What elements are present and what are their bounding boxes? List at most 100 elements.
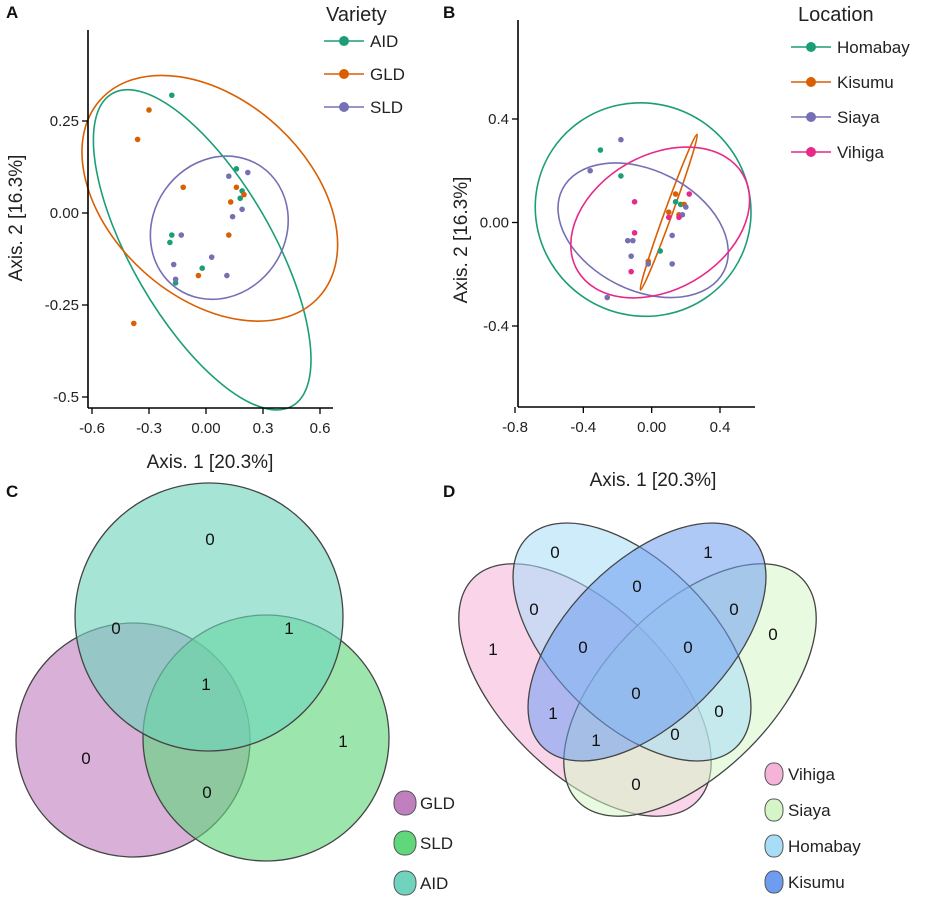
panel-a-ytick-label-3: -0.5: [53, 389, 79, 406]
panel-b-xtick-label-2: 0.00: [637, 419, 666, 436]
venn-c-count-sld: 1: [338, 732, 347, 751]
panel-b-point-siaya-6: [669, 232, 675, 239]
panel-b-point-siaya-3: [628, 253, 634, 259]
panel-b-ellipse-siaya: [557, 162, 730, 299]
panel-a-point-gld-4: [131, 320, 137, 327]
panel-b-point-siaya-9: [683, 204, 689, 210]
panel-b-point-homabay-0: [597, 147, 604, 153]
panel-a-label: A: [6, 3, 18, 22]
panel-a-legend-dot-sld: [339, 102, 349, 112]
panel-b-x-title: Axis. 1 [20.3%]: [590, 470, 717, 491]
panel-a-point-aid-6: [237, 195, 243, 202]
panel-b-point-vihiga-2: [628, 268, 634, 275]
panel-a-point-gld-8: [227, 199, 234, 205]
venn-d-count-siaya-homabay-kisumu: 0: [683, 638, 692, 657]
panel-a-ytick-label-0: 0.25: [50, 113, 79, 130]
panel-b-legend-label-homabay: Homabay: [837, 38, 910, 57]
panel-a-x-title: Axis. 1 [20.3%]: [147, 452, 274, 473]
panel-b-point-vihiga-3: [665, 214, 672, 221]
venn-d-legend-label-siaya: Siaya: [788, 801, 831, 820]
panel-b-point-kisumu-2: [672, 191, 679, 197]
panel-a-point-aid-4: [199, 265, 205, 272]
panel-a-point-gld-2: [180, 184, 186, 191]
venn-c-circle-aid: [74, 482, 344, 752]
panel-a-legend-label-sld: SLD: [370, 98, 403, 117]
panel-d-label: D: [443, 482, 455, 501]
venn-d-legend-swatch-kisumu: [764, 870, 784, 894]
panel-b-ellipse-homabay: [534, 102, 752, 318]
venn-d-count-vihiga-siaya-kisumu: 1: [591, 731, 600, 750]
panel-a-point-sld-3: [208, 254, 215, 260]
venn-d-count-homabay-kisumu: 0: [632, 577, 641, 596]
panel-a-xtick-label-4: 0.6: [310, 420, 331, 437]
panel-a-legend-dot-aid: [339, 36, 349, 46]
panel-b-scatter: B -0.8 -0.4 0.00 0.4 0.4 0.00 -0.4 Axis. 1 [20…: [443, 3, 910, 491]
venn-d-ellipse-kisumu: [527, 522, 767, 762]
panel-b-point-vihiga-5: [686, 191, 693, 197]
venn-d-count-vihiga-homabay: 0: [529, 600, 538, 619]
panel-c-venn: C 0 0 1 1 0 1 0 GLD SLD AID: [6, 482, 455, 896]
panel-a-point-sld-7: [239, 206, 245, 213]
venn-c-count-aid-sld: 1: [284, 619, 293, 638]
panel-a-point-sld-5: [226, 173, 232, 179]
panel-b-ellipse-kisumu: [639, 133, 699, 291]
panel-a-legend-dot-gld: [339, 69, 349, 79]
panel-b-point-siaya-10: [604, 294, 611, 301]
panel-a-point-sld-0: [170, 261, 177, 268]
panel-a-ytick-label-1: 0.00: [50, 205, 79, 222]
panel-b-legend-label-vihiga: Vihiga: [837, 143, 884, 162]
panel-b-ytick-label-1: 0.00: [480, 215, 509, 232]
panel-b-point-kisumu-1: [665, 209, 672, 215]
venn-d-count-vihiga: 1: [488, 640, 497, 659]
panel-a-point-gld-1: [134, 136, 141, 143]
panel-b-point-homabay-1: [618, 173, 624, 179]
panel-d-venn: D 0 1 0 0 0 1 0 0 0 0 1 0 1 0 0 Vihiga Siaya Homabay Kisu…: [443, 482, 861, 894]
venn-c-legend-label-gld: GLD: [420, 794, 455, 813]
panel-b-point-siaya-2: [624, 237, 631, 244]
venn-d-count-homabay: 0: [550, 543, 559, 562]
panel-b-point-siaya-1: [618, 136, 624, 143]
panel-b-legend-dot-kisumu: [806, 77, 816, 87]
panel-b-ytick-label-0: 0.4: [488, 111, 509, 128]
panel-b-legend-label-siaya: Siaya: [837, 108, 880, 127]
venn-c-count-gld-sld: 0: [202, 783, 211, 802]
panel-a-point-aid-0: [169, 92, 175, 99]
panel-a-ellipse-gld: [81, 74, 339, 322]
panel-b-xtick-label-3: 0.4: [710, 419, 731, 436]
venn-c-count-aid-gld-sld: 1: [201, 675, 210, 694]
venn-d-count-vihiga-siaya: 0: [631, 775, 640, 794]
venn-d-legend-label-kisumu: Kisumu: [788, 873, 845, 892]
panel-b-xtick-label-1: -0.4: [570, 419, 596, 436]
panel-b-point-siaya-7: [669, 261, 675, 267]
panel-a-xtick-label-2: 0.00: [191, 420, 220, 437]
venn-d-count-siaya: 0: [768, 625, 777, 644]
panel-a-legend-label-aid: AID: [370, 32, 398, 51]
venn-d-count-vihiga-kisumu: 1: [548, 704, 557, 723]
venn-d-count-vihiga-siaya-homabay: 0: [670, 725, 679, 744]
panel-a-point-gld-7: [241, 191, 247, 198]
panel-a-point-aid-1: [169, 232, 175, 238]
panel-a-point-gld-6: [233, 184, 240, 191]
venn-c-count-aid-gld: 0: [111, 619, 120, 638]
panel-b-ellipse-vihiga: [569, 146, 751, 299]
panel-b-xtick-label-0: -0.8: [502, 419, 528, 436]
panel-a-point-gld-5: [226, 232, 232, 238]
venn-d-legend-label-vihiga: Vihiga: [788, 765, 835, 784]
panel-a-point-sld-8: [245, 169, 251, 176]
panel-b-legend-title: Location: [798, 4, 874, 26]
panel-b-legend-label-kisumu: Kisumu: [837, 73, 894, 92]
panel-b-point-siaya-0: [587, 167, 593, 174]
panel-b-label: B: [443, 3, 455, 22]
venn-d-legend-swatch-siaya: [764, 798, 784, 822]
panel-a-point-sld-2: [178, 232, 185, 238]
panel-a-point-sld-1: [172, 276, 179, 283]
venn-c-legend-swatch-sld: [393, 830, 417, 856]
panel-b-legend-dot-vihiga: [806, 147, 816, 157]
panel-c-label: C: [6, 482, 18, 501]
panel-a-legend-title: Variety: [326, 4, 387, 26]
venn-d-legend-swatch-homabay: [764, 834, 784, 858]
venn-c-count-aid: 0: [205, 530, 214, 549]
panel-b-point-siaya-5: [645, 261, 652, 267]
panel-a-point-gld-0: [146, 107, 152, 113]
panel-a-point-aid-2: [167, 239, 173, 246]
